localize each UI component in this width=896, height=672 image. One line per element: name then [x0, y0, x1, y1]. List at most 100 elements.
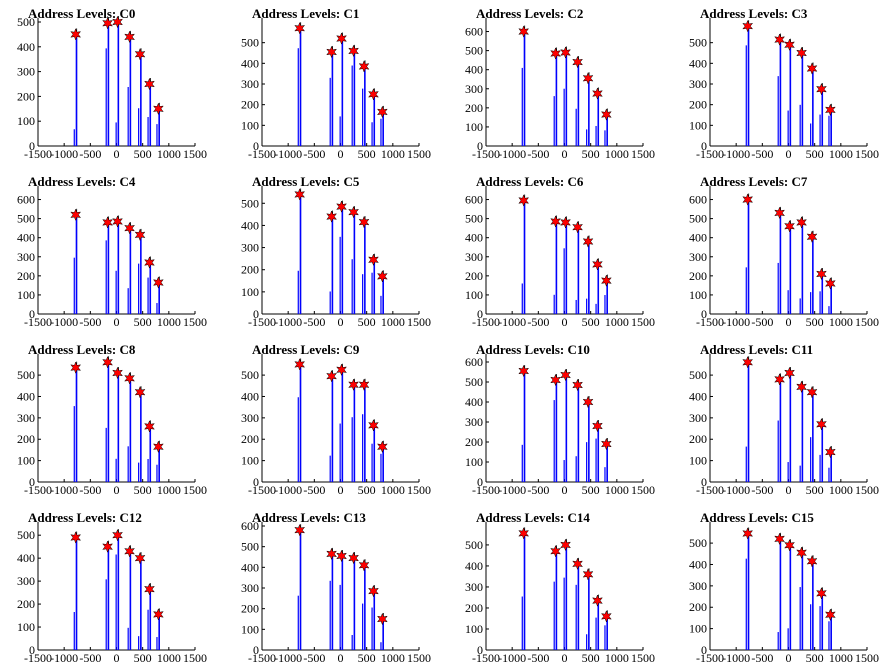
- x-tick-label: 0: [786, 651, 792, 665]
- x-tick-label: 1000: [381, 315, 405, 329]
- x-tick-label: -1500: [696, 483, 724, 497]
- x-tick-label: 1500: [855, 651, 879, 665]
- y-tick-label: 500: [17, 15, 35, 29]
- y-tick-label: 400: [465, 395, 483, 409]
- level-bar-secondary: [787, 628, 789, 650]
- star-icon: [796, 380, 808, 394]
- y-tick-label: 200: [17, 432, 35, 446]
- chart-panel: Address Levels: C11 -1500 -1000 -500 0 500 100…: [672, 336, 896, 504]
- x-tick-label: -1000: [498, 651, 526, 665]
- star-icon: [152, 608, 164, 621]
- level-bar-secondary: [553, 400, 555, 482]
- x-tick-label: 500: [358, 483, 376, 497]
- level-bar-secondary: [799, 587, 801, 650]
- x-tick-label: 1000: [605, 315, 629, 329]
- y-tick-label: 0: [477, 643, 483, 657]
- y-tick-label: 300: [465, 415, 483, 429]
- level-bar: [382, 111, 384, 146]
- y-tick-label: 0: [477, 307, 483, 321]
- level-bar: [597, 600, 600, 650]
- level-bar: [588, 241, 590, 314]
- x-tick-label: 1500: [183, 483, 207, 497]
- level-bar: [364, 222, 366, 314]
- level-bar: [555, 53, 558, 146]
- chart-panel: Address Levels: C13 -1500 -1000 -500 0 500 100…: [224, 504, 448, 672]
- x-tick-label: 0: [562, 315, 568, 329]
- y-tick-label: 600: [17, 193, 35, 207]
- star-icon: [358, 60, 370, 73]
- star-icon: [134, 47, 146, 61]
- level-bar-secondary: [810, 437, 812, 482]
- star-icon: [784, 538, 795, 552]
- star-icon: [134, 228, 146, 242]
- y-tick-label: 200: [689, 432, 707, 446]
- level-bar: [779, 212, 782, 314]
- chart-title: Address Levels: C7: [700, 174, 808, 189]
- x-tick-label: -500: [79, 651, 101, 665]
- star-icon: [112, 215, 123, 228]
- level-bar-secondary: [777, 262, 779, 314]
- y-tick-label: 200: [17, 269, 35, 283]
- y-tick-label: 100: [17, 114, 35, 128]
- level-bar: [373, 94, 376, 146]
- level-bar: [565, 544, 568, 650]
- level-bar: [117, 22, 120, 146]
- star-icon: [124, 221, 136, 235]
- y-tick-label: 400: [241, 560, 259, 574]
- level-bar-secondary: [115, 458, 117, 482]
- star-icon: [816, 587, 827, 600]
- star-icon: [600, 108, 612, 121]
- chart-title: Address Levels: C3: [700, 6, 808, 21]
- chart-panel: Address Levels: C10 -1500 -1000 -500 0 500 100…: [448, 336, 672, 504]
- y-tick-label: 400: [241, 56, 259, 70]
- level-bar: [555, 380, 558, 482]
- level-bar-secondary: [787, 462, 789, 482]
- x-tick-label: -1000: [50, 651, 78, 665]
- chart-title: Address Levels: C4: [28, 174, 136, 189]
- level-bar: [382, 446, 384, 482]
- x-tick-label: -1000: [274, 483, 302, 497]
- level-bar-secondary: [745, 558, 747, 650]
- chart-title: Address Levels: C0: [28, 6, 135, 21]
- x-tick-label: 1500: [631, 651, 655, 665]
- level-bar: [364, 384, 366, 482]
- level-bar-secondary: [380, 453, 382, 482]
- level-bar-secondary: [595, 303, 597, 314]
- level-bar: [364, 565, 366, 650]
- level-bar: [588, 574, 590, 650]
- level-bar: [812, 561, 814, 650]
- y-tick-label: 500: [465, 212, 483, 226]
- y-tick-label: 200: [465, 101, 483, 115]
- x-tick-label: 1000: [829, 483, 853, 497]
- star-icon: [326, 369, 338, 383]
- star-icon: [368, 253, 379, 267]
- level-bar: [149, 589, 152, 650]
- level-bar-secondary: [777, 76, 779, 146]
- level-bar: [801, 386, 804, 482]
- level-bar: [812, 392, 814, 482]
- level-bar-secondary: [595, 438, 597, 482]
- star-icon: [774, 33, 786, 46]
- x-tick-label: 1500: [631, 483, 655, 497]
- x-tick-label: 0: [786, 483, 792, 497]
- x-tick-label: -1000: [274, 147, 302, 161]
- level-bar-secondary: [553, 96, 555, 146]
- level-bar-secondary: [521, 596, 523, 650]
- level-bar-secondary: [156, 124, 158, 146]
- y-tick-label: 200: [689, 98, 707, 112]
- chart-title: Address Levels: C12: [28, 510, 142, 525]
- level-bar-secondary: [138, 462, 140, 482]
- x-tick-label: 500: [582, 315, 600, 329]
- level-bar-secondary: [563, 88, 565, 146]
- x-tick-label: -500: [303, 315, 325, 329]
- y-tick-label: 0: [253, 307, 259, 321]
- y-tick-label: 200: [689, 600, 707, 614]
- level-bar-secondary: [810, 123, 812, 146]
- x-tick-label: -1500: [248, 315, 276, 329]
- level-bar-secondary: [351, 635, 353, 650]
- chart-title: Address Levels: C1: [252, 6, 359, 21]
- x-tick-label: -500: [303, 651, 325, 665]
- y-tick-label: 200: [689, 269, 707, 283]
- level-bar: [149, 84, 152, 146]
- level-bar: [801, 552, 804, 650]
